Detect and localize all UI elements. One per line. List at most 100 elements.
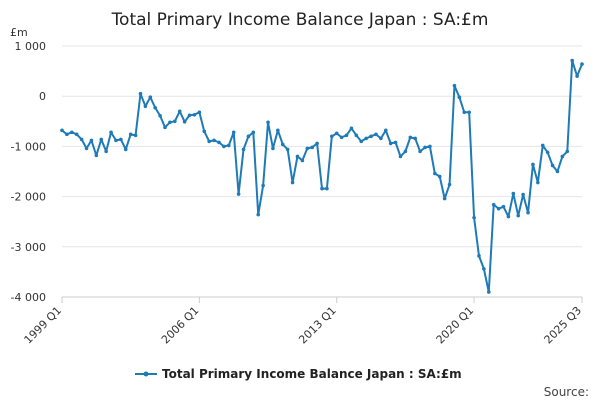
data-point [276, 128, 280, 133]
data-point [300, 158, 305, 163]
data-point [486, 290, 491, 294]
data-point [177, 109, 182, 114]
data-point [104, 149, 108, 154]
data-point [236, 192, 241, 196]
data-point [330, 134, 334, 139]
data-point [231, 130, 236, 135]
data-point [506, 214, 511, 219]
data-point [393, 140, 398, 145]
data-point [295, 154, 300, 159]
data-point [379, 136, 383, 141]
data-point [462, 110, 467, 115]
data-point [344, 133, 349, 138]
data-point [413, 136, 418, 141]
data-point [197, 110, 202, 115]
y-tick-label: -2 000 [11, 191, 46, 204]
data-point [339, 135, 344, 140]
data-point [222, 144, 226, 149]
data-point [271, 146, 275, 151]
data-point [374, 132, 378, 137]
data-point [408, 135, 413, 140]
data-point [70, 130, 74, 135]
data-point [418, 149, 422, 154]
y-tick-label: 1 000 [15, 40, 47, 53]
source-label: Source: [544, 385, 589, 399]
data-point [457, 95, 462, 100]
data-point [261, 183, 265, 188]
data-point [251, 130, 256, 135]
legend: Total Primary Income Balance Japan : SA:… [135, 367, 462, 381]
data-point [79, 137, 84, 142]
data-point [143, 104, 148, 109]
data-point [241, 147, 246, 152]
data-point [123, 147, 128, 152]
data-point [153, 105, 158, 110]
data-point [256, 212, 261, 217]
data-point [550, 163, 555, 168]
data-point [217, 140, 221, 145]
data-point [482, 267, 486, 271]
data-point [565, 149, 570, 154]
x-axis: 1999 Q1 2006 Q1 2013 Q1 2020 Q1 2025 Q3 [22, 296, 585, 347]
data-point [173, 119, 177, 124]
y-tick-label: -3 000 [11, 241, 46, 254]
data-point [536, 180, 540, 185]
data-point [280, 142, 285, 147]
y-tick-label: -1 000 [11, 140, 46, 153]
data-point [99, 137, 104, 142]
data-point [560, 154, 565, 159]
data-point [472, 215, 476, 220]
y-tick-label: -4 000 [11, 291, 46, 304]
data-point [467, 110, 471, 115]
data-point [320, 186, 324, 191]
data-point [555, 169, 560, 174]
data-point [383, 128, 388, 133]
data-point [310, 145, 314, 150]
data-point [246, 134, 251, 139]
data-point [305, 146, 310, 151]
data-point [114, 138, 118, 143]
data-point [138, 91, 143, 96]
data-point [325, 186, 329, 191]
data-point [192, 112, 197, 117]
data-point [133, 133, 138, 138]
x-tick-label: 2020 Q1 [434, 304, 477, 347]
data-point [354, 133, 359, 138]
data-point [442, 196, 447, 201]
data-point [266, 120, 270, 125]
legend-label: Total Primary Income Balance Japan : SA:… [162, 367, 462, 381]
data-point [334, 131, 339, 136]
data-point [168, 120, 172, 125]
data-point [575, 74, 579, 78]
data-point [60, 128, 64, 133]
grid-lines [62, 45, 582, 298]
chart-title: Total Primary Income Balance Japan : SA:… [111, 10, 489, 30]
x-tick-label: 2025 Q3 [542, 304, 585, 347]
data-point [437, 174, 442, 179]
data-point [84, 146, 89, 151]
data-point [496, 206, 501, 211]
y-axis-tick-labels: 1 000 0 -1 000 -2 000 -3 000 -4 000 [11, 40, 46, 304]
data-point [148, 95, 153, 100]
data-point [531, 162, 535, 167]
data-point [516, 213, 521, 218]
data-point [491, 202, 496, 207]
data-point [74, 132, 79, 137]
data-point [369, 134, 373, 139]
data-point [403, 149, 408, 154]
data-point [65, 132, 69, 137]
series-layer [60, 58, 584, 294]
data-point [109, 130, 113, 135]
legend-marker [143, 371, 149, 377]
y-axis-unit-label: £m [10, 26, 28, 39]
x-tick-label: 2006 Q1 [159, 304, 202, 347]
data-point [226, 143, 231, 148]
data-point [207, 139, 211, 144]
data-point [187, 113, 192, 118]
data-point [212, 138, 216, 143]
data-point [94, 153, 99, 158]
data-point [428, 144, 432, 149]
data-point [452, 83, 457, 88]
